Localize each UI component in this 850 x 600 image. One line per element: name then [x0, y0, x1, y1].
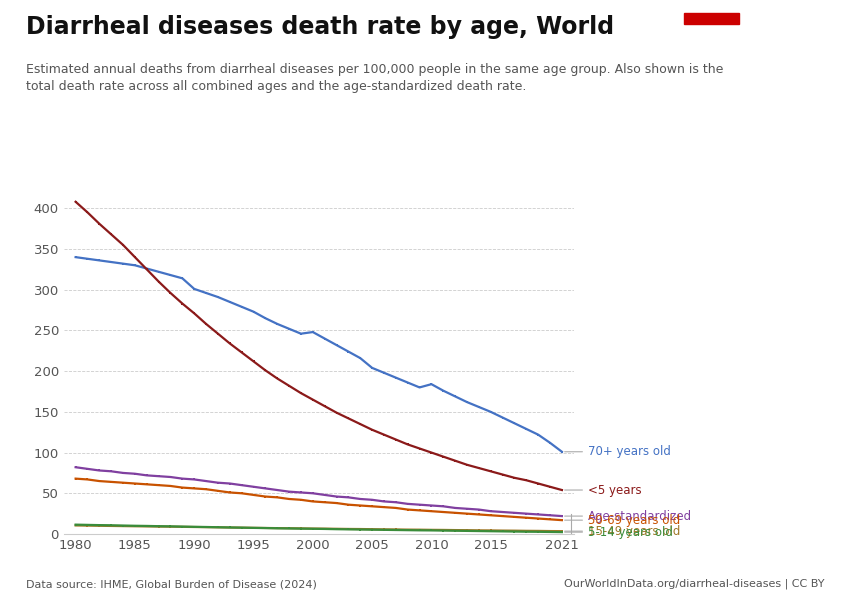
Text: 15-49 years old: 15-49 years old — [564, 524, 680, 538]
Text: Age-standardized: Age-standardized — [564, 509, 692, 523]
Text: Diarrheal diseases death rate by age, World: Diarrheal diseases death rate by age, Wo… — [26, 15, 614, 39]
Text: Data source: IHME, Global Burden of Disease (2024): Data source: IHME, Global Burden of Dise… — [26, 579, 316, 589]
Text: 70+ years old: 70+ years old — [564, 445, 671, 458]
Bar — [684, 13, 739, 24]
Text: OurWorldInData.org/diarrheal-diseases | CC BY: OurWorldInData.org/diarrheal-diseases | … — [564, 578, 824, 589]
Text: 5-14 years old: 5-14 years old — [564, 526, 673, 539]
Text: Our World
in Data: Our World in Data — [722, 32, 789, 61]
Text: Estimated annual deaths from diarrheal diseases per 100,000 people in the same a: Estimated annual deaths from diarrheal d… — [26, 63, 722, 93]
Text: <5 years: <5 years — [564, 484, 642, 497]
Text: 50-69 years old: 50-69 years old — [564, 514, 680, 527]
